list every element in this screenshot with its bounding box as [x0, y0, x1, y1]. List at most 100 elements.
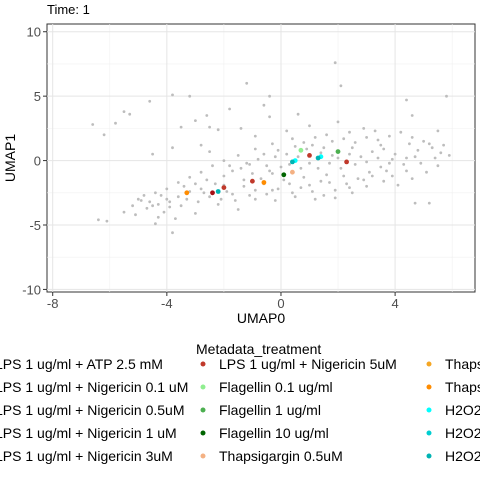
background-point [228, 164, 232, 168]
background-point [262, 103, 266, 107]
background-point [168, 200, 172, 204]
background-point [134, 213, 137, 217]
background-point [416, 148, 420, 152]
data-point [307, 153, 312, 158]
background-point [370, 150, 374, 154]
legend-marker [200, 453, 206, 459]
background-point [382, 147, 386, 151]
background-point [328, 181, 331, 184]
background-point [202, 191, 206, 195]
background-point [402, 163, 406, 166]
background-point [339, 166, 343, 170]
y-tick-label: -5 [29, 218, 41, 233]
background-point [194, 212, 197, 215]
data-point [261, 180, 267, 185]
background-point [259, 177, 263, 181]
background-point [208, 125, 212, 129]
background-point [362, 178, 366, 182]
background-point [382, 179, 386, 183]
background-point [159, 194, 163, 197]
y-tick-label: 0 [34, 154, 41, 169]
background-point [139, 199, 143, 202]
data-point [281, 172, 287, 178]
chart-title: Time: 1 [47, 2, 90, 17]
background-point [305, 147, 309, 151]
background-point [91, 123, 95, 126]
background-point [231, 169, 234, 173]
background-point [388, 161, 391, 165]
background-point [427, 201, 431, 205]
background-point [410, 177, 414, 181]
background-point [242, 178, 246, 182]
background-point [171, 93, 174, 97]
data-point [298, 147, 304, 153]
background-point [276, 148, 280, 152]
background-point [302, 175, 306, 179]
legend-label: Thapsiga [445, 356, 480, 372]
background-point [445, 94, 448, 98]
background-point [211, 164, 214, 168]
background-point [439, 151, 443, 155]
background-point [271, 172, 274, 175]
background-point [330, 139, 334, 143]
legend-label: Flagellin 1 ug/ml [219, 402, 321, 418]
plot-panel [46, 23, 476, 293]
background-point [447, 154, 451, 157]
legend-marker [426, 384, 432, 390]
background-point [348, 152, 351, 156]
background-point [348, 186, 351, 190]
background-point [405, 156, 408, 160]
background-point [339, 84, 343, 88]
legend-label: LPS 1 ug/ml + Nigericin 1 uM [0, 425, 177, 441]
background-point [97, 218, 100, 222]
background-point [196, 200, 200, 204]
data-point [221, 185, 227, 191]
background-point [222, 174, 226, 178]
background-point [436, 164, 440, 168]
background-point [353, 141, 357, 144]
legend-marker [200, 361, 206, 367]
background-point [171, 146, 174, 150]
background-point [350, 146, 354, 150]
background-point [122, 110, 126, 113]
background-point [316, 166, 320, 170]
y-tick-label: 5 [34, 89, 41, 104]
background-point [245, 161, 249, 165]
background-point [333, 188, 337, 192]
background-point [282, 178, 286, 182]
background-point [296, 112, 300, 116]
background-point [365, 136, 368, 139]
background-point [236, 154, 240, 157]
legend-marker [426, 361, 432, 367]
background-point [128, 112, 132, 116]
background-point [199, 143, 203, 147]
background-point [393, 152, 397, 156]
background-point [405, 169, 408, 173]
background-point [194, 119, 197, 122]
background-point [148, 99, 152, 103]
data-point [184, 190, 190, 196]
background-point [131, 204, 135, 208]
background-point [333, 61, 337, 65]
background-point [319, 179, 323, 183]
data-point [210, 190, 215, 196]
background-point [179, 125, 183, 129]
background-point [219, 197, 223, 201]
background-point [273, 199, 277, 202]
background-point [388, 134, 391, 138]
background-point [205, 178, 209, 182]
data-point [344, 159, 349, 165]
background-point [154, 191, 157, 195]
background-point [413, 201, 417, 205]
background-point [205, 114, 209, 117]
background-point [245, 81, 249, 85]
legend-label: LPS 1 ug/ml + Nigericin 5uM [219, 356, 397, 372]
background-point [182, 184, 186, 188]
background-point [311, 190, 314, 193]
background-point [410, 136, 414, 139]
background-point [330, 154, 334, 157]
background-point [242, 184, 246, 188]
background-point [288, 182, 291, 186]
background-point [208, 150, 212, 154]
background-point [168, 205, 172, 209]
